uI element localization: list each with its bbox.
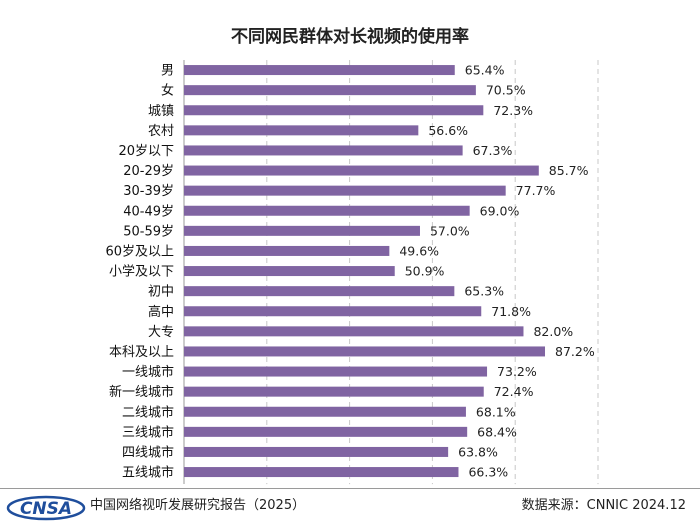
category-label: 新一线城市 [109,384,174,400]
category-label: 初中 [148,285,174,300]
bar [184,245,390,256]
category-label: 高中 [148,304,174,320]
bar [184,65,455,76]
category-label: 40-49岁 [123,204,174,219]
value-label: 50.9% [405,264,445,279]
category-label: 农村 [148,124,174,139]
value-label: 67.3% [473,143,513,158]
category-label: 五线城市 [122,465,174,481]
value-label: 68.4% [477,424,517,439]
bar [184,346,546,357]
category-label: 小学及以下 [109,264,174,280]
value-label: 70.5% [486,83,526,98]
value-label: 77.7% [516,183,556,198]
bar [184,225,420,236]
value-label: 85.7% [549,163,589,178]
category-label: 女 [161,83,174,99]
report-title: 中国网络视听发展研究报告（2025） [90,498,306,513]
value-label: 87.2% [555,344,595,359]
bar [184,406,466,417]
value-label: 56.6% [428,123,468,138]
category-label: 本科及以上 [109,345,174,360]
category-label: 大专 [148,325,174,340]
bar [184,306,482,317]
bar [184,185,506,196]
bar [184,205,470,216]
value-label: 49.6% [399,243,439,258]
bar [184,165,539,176]
value-label: 82.0% [533,324,573,339]
bar [184,266,395,277]
bar [184,426,468,437]
category-label: 30-39岁 [123,184,174,199]
data-source: 数据来源：CNNIC 2024.12 [521,498,686,513]
bar [184,446,449,457]
bar [184,326,524,337]
value-label: 57.0% [430,223,470,238]
category-label: 50-59岁 [123,224,174,239]
category-label: 60岁及以上 [105,244,174,259]
value-label: 65.3% [464,284,504,299]
value-label: 69.0% [480,203,520,218]
value-label: 65.4% [465,63,505,78]
category-label: 一线城市 [122,364,174,380]
footer-divider [0,488,700,489]
chart-title: 不同网民群体对长视频的使用率 [231,27,469,47]
bar [184,105,484,116]
category-label: 20岁以下 [118,144,174,159]
category-label: 三线城市 [122,424,174,440]
bar [184,467,459,478]
bar [184,85,476,96]
value-label: 72.4% [494,384,534,399]
bar [184,286,455,297]
value-label: 72.3% [493,103,533,118]
bar-chart: 男 65.4% 女 70.5% 城镇 72.3% 农村 56.6% 20岁以下 67.3% 20-2… [105,60,599,485]
value-label: 71.8% [491,304,531,319]
bar [184,145,463,156]
logo-text: CNSA [20,499,72,519]
value-label: 63.8% [458,444,498,459]
bar [184,125,419,136]
category-label: 男 [161,64,174,79]
bars: 男 65.4% 女 70.5% 城镇 72.3% 农村 56.6% 20岁以下 67.3% 20-2… [105,63,594,481]
value-label: 66.3% [468,465,508,480]
category-label: 20-29岁 [123,164,174,179]
value-label: 73.2% [497,364,537,379]
category-label: 四线城市 [122,444,174,460]
cnsa-logo: CNSA [6,495,86,521]
value-label: 68.1% [476,404,516,419]
category-label: 城镇 [148,104,174,119]
bar [184,366,488,377]
category-label: 二线城市 [122,404,174,420]
bar [184,386,484,397]
